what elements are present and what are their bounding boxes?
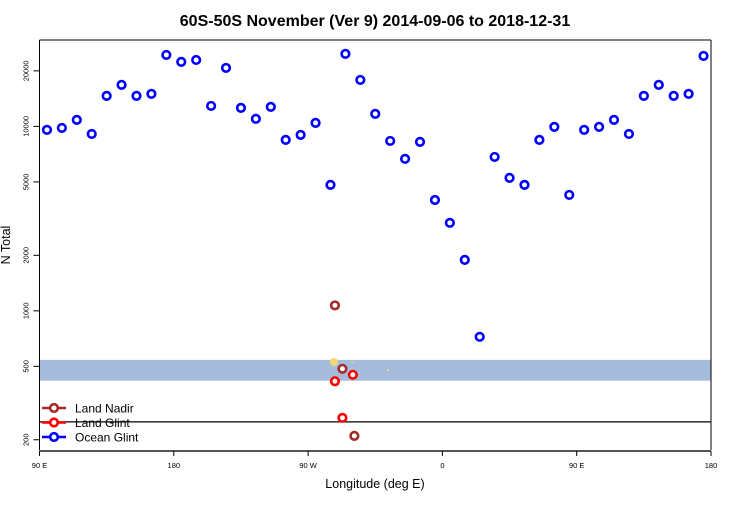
chart-title: 60S-50S November (Ver 9) 2014-09-06 to 2… bbox=[180, 13, 571, 30]
ocean-glint-point bbox=[459, 254, 470, 265]
yellow-speck bbox=[387, 369, 389, 371]
land-nadir-legend-label: Land Nadir bbox=[75, 402, 134, 416]
ocean-glint-legend-label: Ocean Glint bbox=[75, 431, 139, 445]
ocean-glint-point bbox=[116, 79, 127, 90]
yellow-speck bbox=[351, 362, 354, 363]
ocean-glint-point bbox=[235, 102, 247, 113]
y-axis-label: N Total bbox=[0, 226, 13, 265]
x-tick-label: 0 bbox=[440, 461, 444, 470]
ocean-glint-point bbox=[474, 331, 485, 342]
x-tick-label: 180 bbox=[168, 461, 181, 470]
land-nadir-point bbox=[329, 300, 341, 311]
ocean-glint-point bbox=[489, 151, 500, 163]
shaded-band bbox=[39, 359, 711, 381]
ocean-glint-point bbox=[444, 217, 455, 228]
ocean-glint-point bbox=[325, 179, 336, 190]
x-tick-label: 180 bbox=[705, 461, 718, 470]
y-tick-label: 2000 bbox=[22, 247, 31, 264]
ocean-glint-point bbox=[623, 128, 635, 140]
y-tick-label: 200 bbox=[22, 434, 31, 447]
ocean-glint-point bbox=[310, 117, 321, 128]
ocean-glint-point bbox=[146, 88, 157, 100]
ocean-glint-point bbox=[653, 79, 664, 90]
ocean-glint-point bbox=[220, 62, 232, 74]
ocean-glint-legend-marker bbox=[48, 431, 60, 443]
ocean-glint-point bbox=[429, 194, 441, 206]
ocean-glint-point bbox=[56, 122, 67, 134]
ocean-glint-point bbox=[355, 74, 366, 86]
land-nadir-legend-marker bbox=[48, 402, 60, 414]
ocean-glint-point bbox=[370, 108, 381, 119]
land-glint-point bbox=[347, 369, 358, 380]
ocean-glint-point bbox=[265, 101, 276, 112]
yellow-marks bbox=[330, 358, 389, 371]
ocean-glint-point bbox=[86, 128, 97, 140]
ocean-glint-point bbox=[191, 54, 202, 66]
ocean-glint-point bbox=[250, 113, 261, 124]
x-tick-label: 90 E bbox=[32, 461, 47, 470]
ocean-glint-point bbox=[579, 124, 590, 136]
ocean-glint-point bbox=[131, 90, 142, 102]
ocean-glint-point bbox=[638, 90, 649, 102]
ocean-glint-point bbox=[608, 114, 620, 125]
y-tick-label: 1000 bbox=[22, 302, 31, 319]
ocean-glint-point bbox=[399, 153, 411, 164]
y-tick-label: 5000 bbox=[22, 174, 31, 191]
ocean-glint-point bbox=[414, 136, 426, 147]
ocean-glint-point bbox=[280, 134, 291, 145]
ocean-glint-point bbox=[668, 90, 679, 102]
land-glint-legend-marker bbox=[48, 417, 60, 428]
land-glint-point bbox=[329, 376, 341, 387]
ocean-glint-point bbox=[534, 134, 545, 145]
ocean-glint-point bbox=[385, 135, 396, 147]
x-tick-label: 90 W bbox=[299, 461, 317, 470]
ocean-glint-point bbox=[549, 121, 560, 132]
ocean-glint-point bbox=[161, 49, 172, 61]
ocean-glint-point bbox=[593, 121, 605, 132]
ocean-glint-point bbox=[519, 179, 530, 190]
land-glint-point bbox=[337, 412, 348, 423]
yellow-blotch bbox=[330, 358, 338, 366]
shaded-band-layer bbox=[39, 359, 711, 381]
ocean-glint-point bbox=[340, 48, 351, 59]
land-glint-legend-label: Land Glint bbox=[75, 416, 130, 430]
ocean-glint-point bbox=[683, 88, 694, 100]
ocean-glint-point bbox=[41, 124, 53, 136]
ocean-glint-point bbox=[71, 114, 82, 125]
land-nadir-point bbox=[337, 363, 348, 374]
ocean-glint-point bbox=[564, 189, 575, 201]
axes: 90 E 180 90 W 0 90 E 180 200 500 1000 2000 5000 100… bbox=[22, 39, 718, 470]
y-tick-label: 10000 bbox=[22, 116, 31, 137]
ocean-glint-point bbox=[698, 50, 709, 62]
y-tick-label: 20000 bbox=[22, 60, 31, 81]
ocean-glint-point bbox=[504, 172, 515, 183]
ocean-glint-point bbox=[206, 100, 217, 112]
x-tick-label: 90 E bbox=[569, 461, 584, 470]
ocean-glint-point bbox=[176, 56, 187, 67]
land-nadir-point bbox=[349, 430, 360, 441]
y-tick-label: 500 bbox=[22, 360, 31, 373]
x-axis-label: Longitude (deg E) bbox=[325, 477, 424, 491]
ocean-glint-point bbox=[295, 129, 306, 141]
points-layer bbox=[41, 48, 709, 441]
ocean-glint-point bbox=[101, 90, 112, 102]
